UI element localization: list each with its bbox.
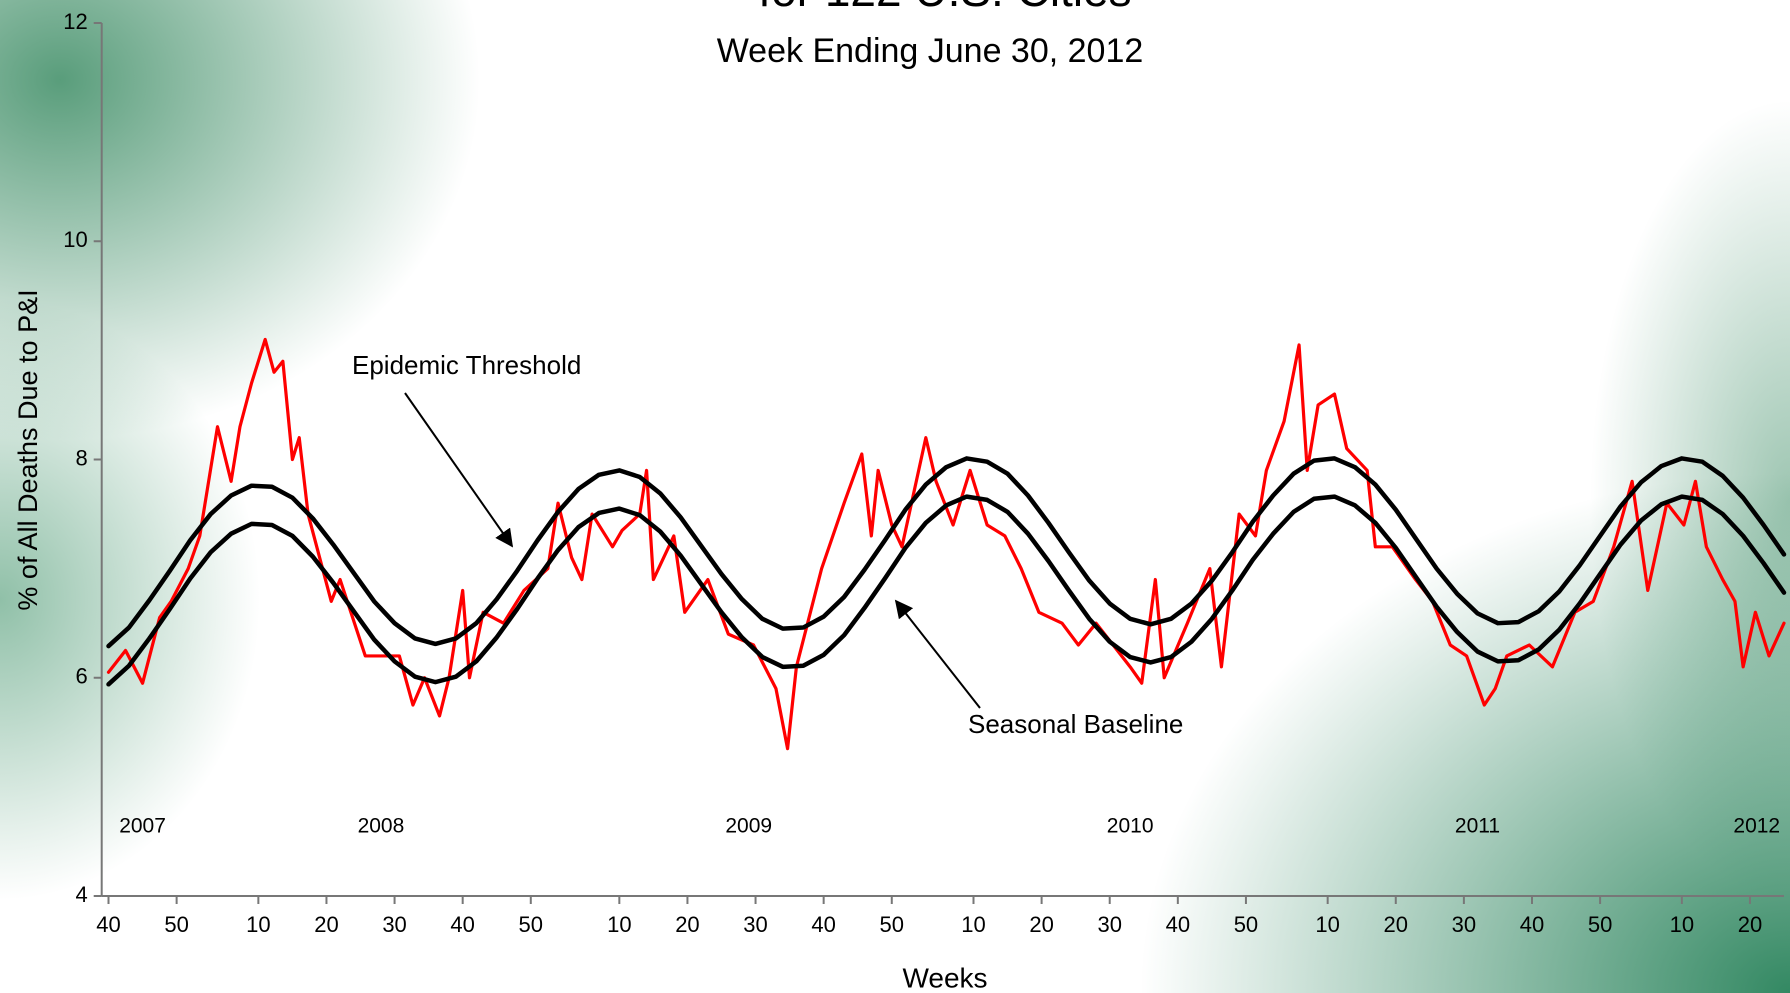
year-label: 2008 xyxy=(358,815,405,838)
x-tick-label: 10 xyxy=(1670,912,1694,937)
chart-title: for 122 U.S. Cities xyxy=(758,0,1131,16)
chart: for 122 U.S. Cities Week Ending June 30,… xyxy=(0,0,1790,993)
x-tick-label: 10 xyxy=(246,912,270,937)
x-tick-label: 30 xyxy=(1097,912,1121,937)
x-tick-label: 30 xyxy=(743,912,767,937)
x-tick-label: 10 xyxy=(961,912,985,937)
annotation: Epidemic Threshold xyxy=(352,350,581,380)
year-label: 2010 xyxy=(1107,815,1154,838)
x-tick-label: 30 xyxy=(382,912,406,937)
data-line xyxy=(109,339,1784,748)
y-axis-label: % of All Deaths Due to P&I xyxy=(13,289,43,610)
year-label: 2012 xyxy=(1733,815,1780,838)
x-tick-label: 20 xyxy=(1029,912,1053,937)
y-tick-label: 12 xyxy=(63,9,87,34)
x-tick-label: 40 xyxy=(450,912,474,937)
year-label: 2007 xyxy=(119,815,166,838)
annotation: Seasonal Baseline xyxy=(968,709,1183,739)
x-tick-label: 20 xyxy=(1384,912,1408,937)
page: {"chart_data": { "type": "line", "title"… xyxy=(0,0,1790,993)
y-tick-label: 10 xyxy=(63,227,87,252)
x-tick-label: 30 xyxy=(1452,912,1476,937)
x-tick-label: 40 xyxy=(1520,912,1544,937)
chart-subtitle: Week Ending June 30, 2012 xyxy=(717,32,1144,70)
x-axis-label: Weeks xyxy=(902,962,987,993)
year-label: 2009 xyxy=(725,815,772,838)
x-tick-label: 10 xyxy=(1315,912,1339,937)
plot-area: 4 6 8 10 12 40 50 10 20 30 40 50 10 20 30 40 50 10 20 30 40 5… xyxy=(63,9,1784,937)
y-tick-label: 8 xyxy=(75,445,87,470)
x-tick-label: 20 xyxy=(675,912,699,937)
year-label: 2011 xyxy=(1455,815,1500,838)
x-tick-label: 50 xyxy=(1588,912,1612,937)
x-tick-label: 10 xyxy=(607,912,631,937)
annotation-arrow xyxy=(896,601,980,708)
data-line xyxy=(109,497,1784,685)
x-tick-label: 50 xyxy=(880,912,904,937)
x-tick-label: 20 xyxy=(314,912,338,937)
x-tick-label: 50 xyxy=(1234,912,1258,937)
x-tick-label: 40 xyxy=(1166,912,1190,937)
x-tick-label: 40 xyxy=(811,912,835,937)
annotation-arrow xyxy=(405,393,512,546)
y-tick-label: 4 xyxy=(75,882,87,907)
x-tick-label: 20 xyxy=(1738,912,1762,937)
x-tick-label: 40 xyxy=(96,912,120,937)
x-tick-label: 50 xyxy=(164,912,188,937)
x-tick-label: 50 xyxy=(519,912,543,937)
y-tick-label: 6 xyxy=(75,664,87,689)
